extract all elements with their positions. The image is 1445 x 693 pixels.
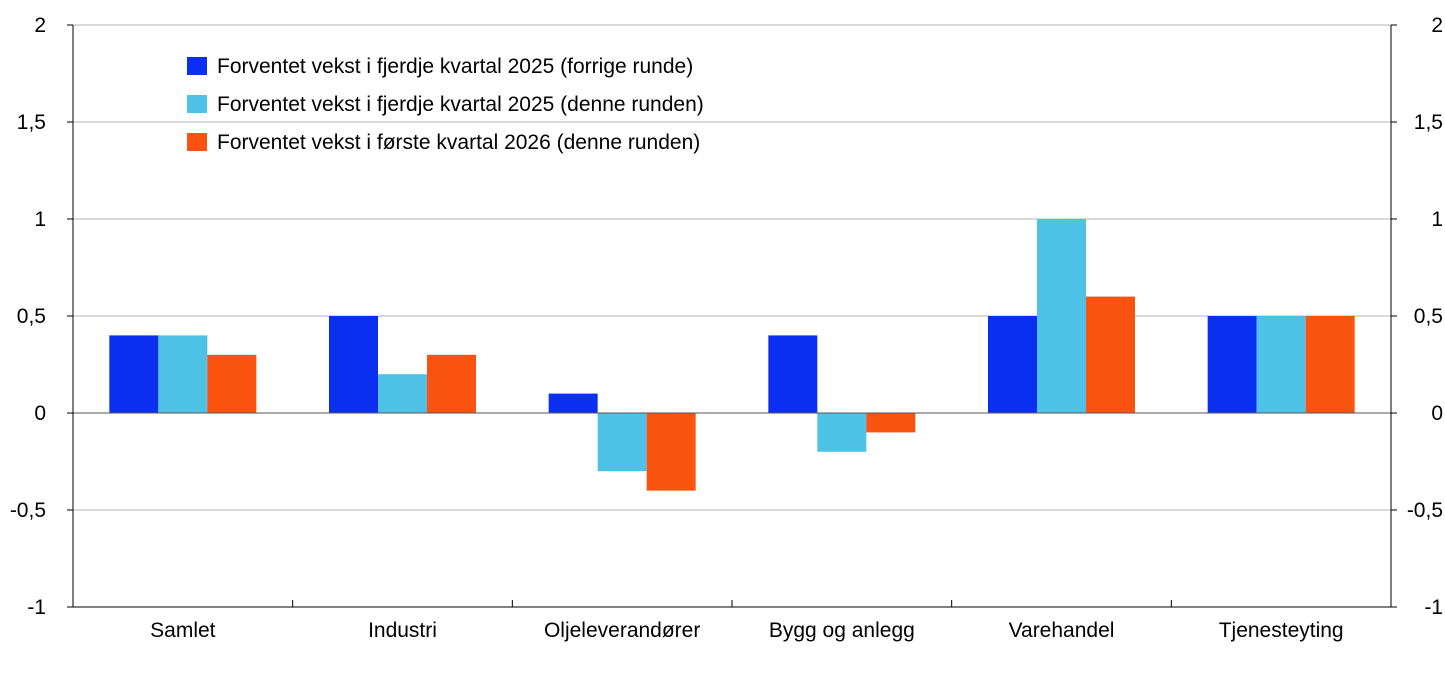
bar <box>988 316 1037 413</box>
bar <box>646 413 696 491</box>
bar <box>1305 316 1355 413</box>
y2-tick-label: 1,5 <box>1414 111 1443 134</box>
legend-swatch <box>187 57 207 75</box>
y2-tick-label: 0 <box>1431 402 1443 425</box>
legend-label: Forventet vekst i første kvartal 2026 (d… <box>217 131 700 154</box>
y2-tick-label: -0,5 <box>1407 499 1443 522</box>
legend: Forventet vekst i fjerdje kvartal 2025 (… <box>187 55 704 154</box>
x-tick-label: Industri <box>368 619 437 642</box>
bar <box>1207 316 1257 413</box>
bar <box>1037 219 1086 413</box>
y-tick-label: 1 <box>34 208 46 231</box>
bar <box>1256 316 1306 413</box>
bar <box>548 393 598 413</box>
bars <box>109 219 1355 491</box>
x-tick-label: Samlet <box>150 619 216 642</box>
legend-swatch <box>187 95 207 113</box>
x-tick-label: Tjenesteyting <box>1219 619 1344 642</box>
legend-swatch <box>187 133 207 151</box>
bar <box>207 354 257 413</box>
y-tick-label: 1,5 <box>17 111 46 134</box>
y-tick-label: -1 <box>27 596 46 619</box>
y2-tick-label: -1 <box>1424 596 1443 619</box>
bar <box>158 335 208 413</box>
bar <box>1086 296 1135 413</box>
y2-tick-label: 2 <box>1431 14 1443 37</box>
gridlines <box>73 24 1391 511</box>
bar <box>817 413 867 452</box>
y-tick-label: 2 <box>34 14 46 37</box>
y2-tick-label: 1 <box>1431 208 1443 231</box>
bar <box>768 335 818 413</box>
bar <box>427 354 476 413</box>
legend-label: Forventet vekst i fjerdje kvartal 2025 (… <box>217 93 704 116</box>
y-tick-label: 0,5 <box>17 305 46 328</box>
legend-label: Forventet vekst i fjerdje kvartal 2025 (… <box>217 55 693 78</box>
bar <box>109 335 159 413</box>
bar <box>597 413 647 472</box>
x-tick-label: Oljeleverandører <box>544 619 700 642</box>
y-axis-labels-left: -1 -0,5 0 0,5 1 1,5 2 <box>10 14 46 619</box>
y-axis-labels-right: -1 -0,5 0 0,5 1 1,5 2 <box>1407 14 1443 619</box>
y2-tick-label: 0,5 <box>1414 305 1443 328</box>
bar <box>329 316 378 413</box>
x-tick-label: Varehandel <box>1009 619 1115 642</box>
y-tick-label: 0 <box>34 402 46 425</box>
bar <box>866 413 916 433</box>
y-tick-label: -0,5 <box>10 499 46 522</box>
axes <box>67 24 1397 608</box>
x-tick-label: Bygg og anlegg <box>769 619 915 642</box>
bar <box>378 374 427 413</box>
x-axis-labels: Samlet Industri Oljeleverandører Bygg og an… <box>150 619 1343 642</box>
